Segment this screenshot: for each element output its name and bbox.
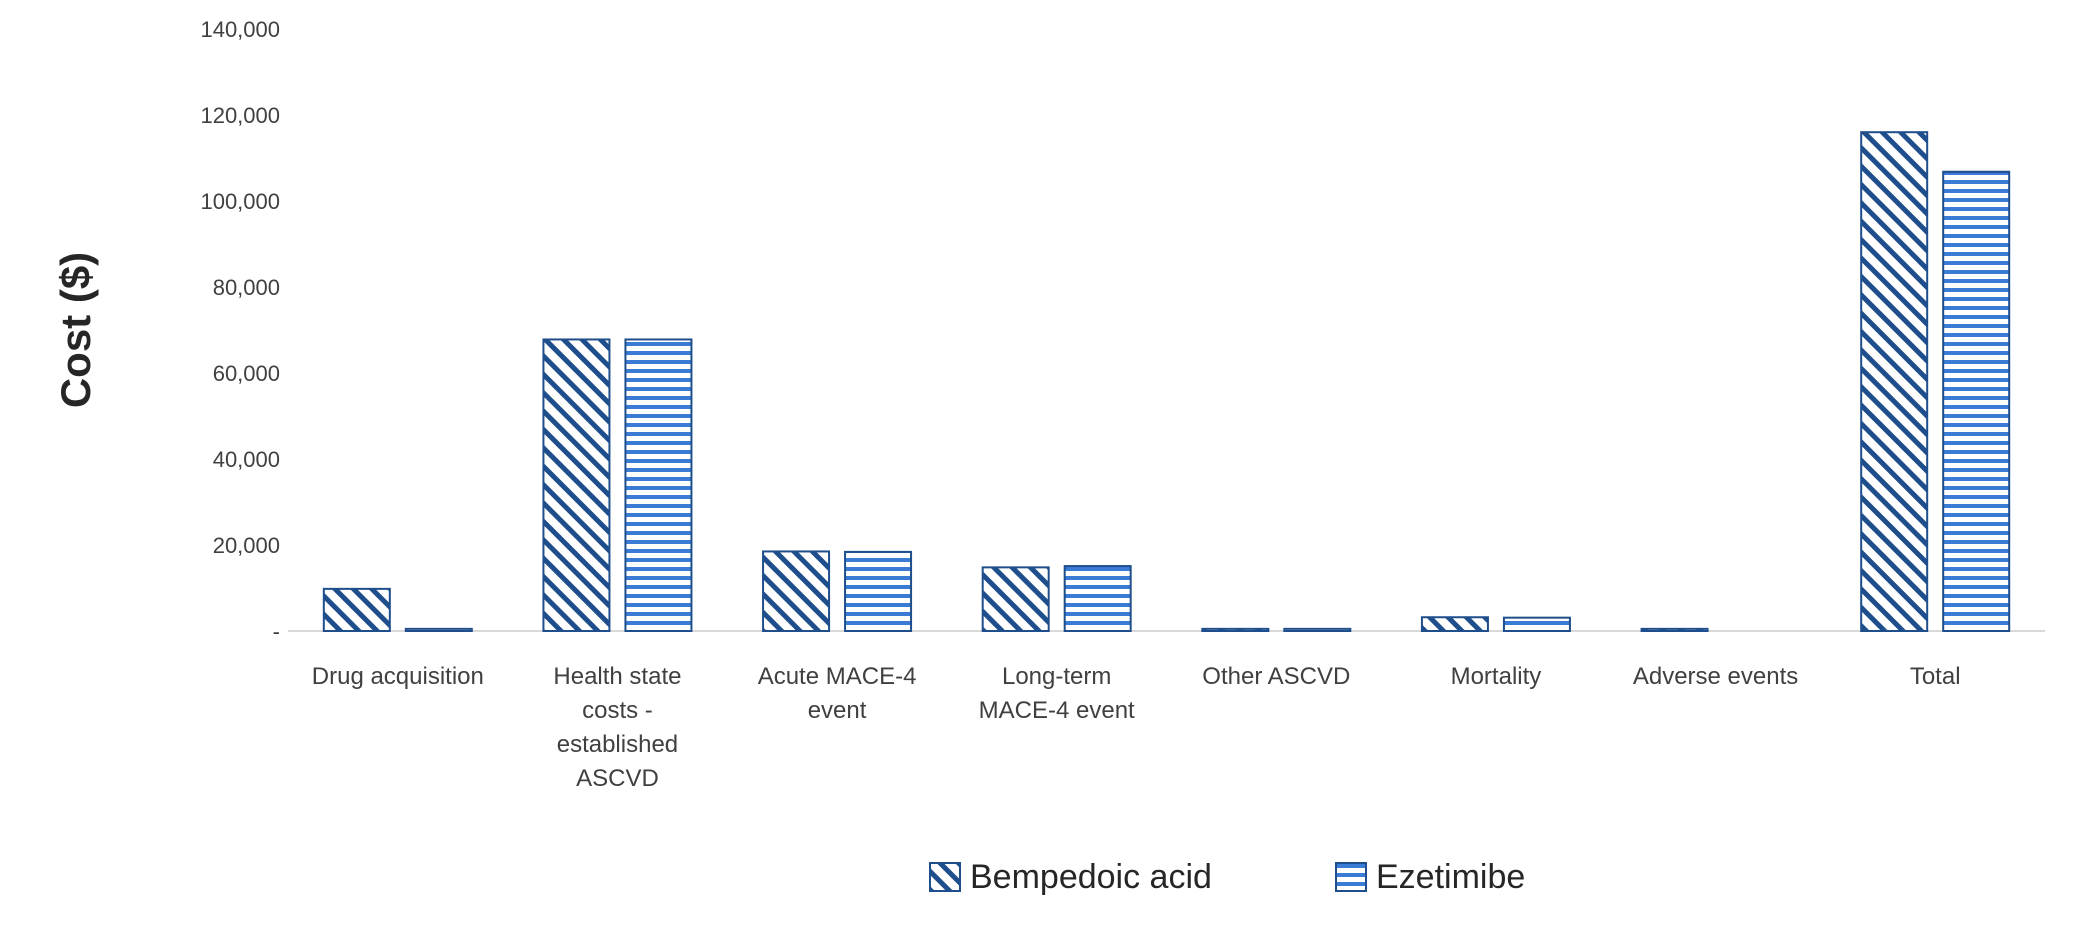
legend-swatch-diagonal (929, 862, 961, 892)
bar-diagonal (542, 338, 611, 632)
x-tick-label: Acute MACE-4 event (758, 663, 917, 724)
bar-diagonal (1860, 131, 1929, 632)
bar-diagonal (981, 566, 1050, 632)
bar-diagonal (762, 550, 831, 633)
x-tick-label-line: Acute MACE-4 (758, 663, 917, 690)
x-tick-label: Mortality (1451, 663, 1542, 690)
bar-horizontal (1283, 627, 1352, 632)
legend-label: Bempedoic acid (970, 858, 1212, 896)
y-tick-label: 140,000 (200, 17, 280, 42)
x-tick-label: Health state costs - established ASCVD (553, 663, 681, 792)
x-tick-label-line: ASCVD (576, 765, 659, 792)
x-tick-label-line: Mortality (1451, 663, 1542, 690)
y-axis-title: Cost ($) (52, 252, 99, 408)
bar-horizontal (404, 627, 473, 632)
y-tick-label: - (273, 619, 280, 644)
x-tick-label: Drug acquisition (312, 663, 484, 690)
x-tick-label-line: MACE-4 event (979, 697, 1135, 724)
x-tick-label-line: event (808, 697, 867, 724)
x-tick-label: Other ASCVD (1202, 663, 1350, 690)
x-tick-label: Adverse events (1633, 663, 1798, 690)
bar-horizontal (1942, 170, 2011, 632)
x-tick-label-line: Drug acquisition (312, 663, 484, 690)
x-tick-label: Long-term MACE-4 event (979, 663, 1135, 724)
legend-item: Ezetimibe (1335, 858, 1525, 896)
x-tick-label-line: Adverse events (1633, 663, 1798, 690)
bar-horizontal (1063, 565, 1132, 633)
bar-horizontal (844, 550, 913, 633)
legend-swatch-horizontal (1335, 862, 1367, 892)
bar-horizontal (624, 338, 693, 632)
x-tick-label: Total (1910, 663, 1961, 690)
y-tick-label: 40,000 (213, 447, 280, 472)
x-tick-label-line: Long-term (1002, 663, 1111, 690)
x-tick-label-line: established (557, 731, 678, 758)
bar-diagonal (1201, 627, 1270, 632)
legend-label: Ezetimibe (1376, 858, 1525, 896)
y-tick-label: 100,000 (200, 189, 280, 214)
y-tick-label: 120,000 (200, 103, 280, 128)
bar-diagonal (1640, 627, 1709, 632)
legend-item: Bempedoic acid (929, 858, 1212, 896)
y-tick-label: 60,000 (213, 361, 280, 386)
y-tick-label: 80,000 (213, 275, 280, 300)
bar-horizontal (1502, 616, 1571, 632)
bar-diagonal (322, 587, 391, 632)
x-tick-label-line: Total (1910, 663, 1961, 690)
bar-diagonal (1420, 616, 1489, 632)
x-tick-label-line: Other ASCVD (1202, 663, 1350, 690)
x-tick-label-line: costs - (582, 697, 653, 724)
y-tick-label: 20,000 (213, 533, 280, 558)
x-tick-label-line: Health state (553, 663, 681, 690)
